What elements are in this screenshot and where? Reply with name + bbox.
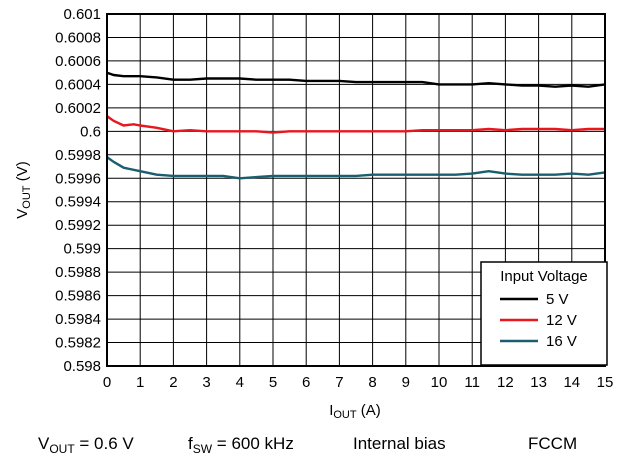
x-tick-label: 7 [335, 374, 343, 391]
y-tick-label: 0.5982 [55, 335, 101, 352]
y-tick-label: 0.6002 [55, 100, 101, 117]
x-tick-label: 1 [136, 374, 144, 391]
caption-vout: VOUT = 0.6 V [38, 434, 134, 456]
caption: VOUT = 0.6 V fSW = 600 kHz Internal bias… [38, 434, 577, 456]
y-tick-labels: 0.598 0.5982 0.5984 0.5986 0.5988 0.599 0.5992… [55, 6, 101, 375]
x-tick-label: 13 [530, 374, 547, 391]
x-axis-title: IOUT (A) [329, 402, 381, 421]
y-tick-label: 0.6006 [55, 53, 101, 70]
y-tick-label: 0.601 [63, 6, 101, 23]
x-tick-label: 4 [236, 374, 244, 391]
caption-bias: Internal bias [353, 434, 446, 453]
y-tick-label: 0.6 [80, 123, 101, 140]
x-tick-label: 10 [431, 374, 448, 391]
y-tick-label: 0.5998 [55, 147, 101, 164]
x-tick-label: 3 [202, 374, 210, 391]
x-tick-label: 15 [597, 374, 614, 391]
y-tick-label: 0.6004 [55, 76, 101, 93]
legend-box [480, 261, 608, 366]
x-tick-label: 12 [497, 374, 514, 391]
x-tick-label: 2 [169, 374, 177, 391]
legend: Input Voltage 5 V 12 V 16 V [480, 261, 608, 366]
series-line-5v [106, 71, 606, 88]
caption-mode: FCCM [528, 434, 577, 453]
y-tick-label: 0.5992 [55, 217, 101, 234]
x-tick-label: 11 [464, 374, 480, 391]
series-line-12v [106, 115, 605, 134]
legend-title: Input Voltage [500, 268, 588, 285]
x-tick-labels: 0 1 2 3 4 5 6 7 8 9 10 11 12 13 14 15 [103, 374, 614, 391]
legend-label-16v: 16 V [546, 333, 577, 350]
y-tick-label: 0.5988 [55, 264, 101, 281]
x-tick-label: 0 [103, 374, 111, 391]
y-tick-label: 0.5994 [55, 194, 101, 211]
legend-label-5v: 5 V [546, 291, 569, 308]
y-tick-label: 0.5984 [55, 311, 101, 328]
y-tick-label: 0.6008 [55, 29, 101, 46]
x-tick-label: 9 [402, 374, 410, 391]
x-tick-label: 8 [368, 374, 376, 391]
plot-frame [106, 13, 606, 367]
y-tick-label: 0.5986 [55, 288, 101, 305]
y-tick-label: 0.598 [63, 358, 101, 375]
series-lines [106, 71, 606, 180]
y-tick-label: 0.599 [63, 241, 101, 258]
x-tick-label: 6 [302, 374, 310, 391]
caption-fsw: fSW = 600 kHz [188, 434, 294, 456]
x-tick-label: 5 [269, 374, 277, 391]
x-tick-label: 14 [563, 374, 580, 391]
y-axis-title: VOUT (V) [14, 161, 33, 218]
y-tick-label: 0.5996 [55, 170, 101, 187]
legend-label-12v: 12 V [546, 312, 577, 329]
series-line-16v [106, 156, 606, 180]
